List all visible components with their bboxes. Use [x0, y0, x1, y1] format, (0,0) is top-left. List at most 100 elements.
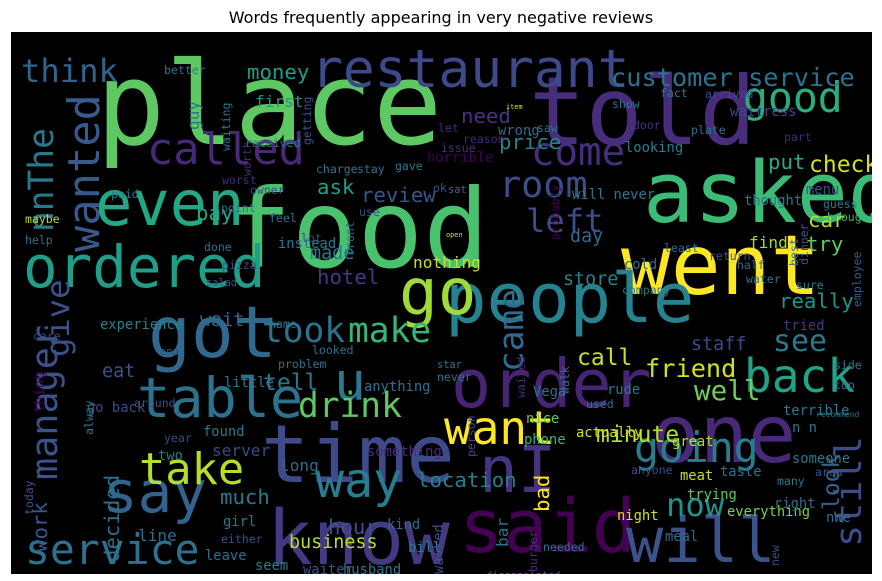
word-long: long: [280, 456, 319, 475]
word-care: care: [33, 329, 61, 343]
word-guess: guess: [823, 197, 858, 211]
word-return: return: [709, 249, 751, 263]
word-end: end: [160, 346, 179, 358]
word-want: want: [444, 401, 555, 455]
word-lot: lot: [301, 231, 322, 245]
word-made: made: [310, 243, 354, 264]
word-burger: burger: [526, 530, 540, 572]
word-go: go: [399, 255, 477, 330]
word-paid: paid: [111, 187, 139, 201]
word-pizza: pizza: [222, 258, 257, 272]
word-charge: charge: [316, 162, 358, 176]
word-two: two: [158, 448, 183, 464]
word-nwe: nWe: [826, 510, 851, 526]
word-point: point: [221, 201, 256, 215]
word-ok: ok: [433, 181, 447, 195]
word-store: store: [563, 269, 618, 290]
word-make: make: [348, 311, 431, 351]
word-use: use: [359, 205, 380, 219]
word-really: really: [779, 289, 854, 313]
word-terrible: terrible: [783, 403, 849, 419]
word-guy: guy: [184, 101, 203, 130]
word-year: year: [164, 431, 192, 445]
word-name: name: [269, 317, 297, 331]
word-wanted: wanted: [59, 94, 110, 252]
word-ask: ask: [317, 175, 355, 199]
word-try: try: [806, 232, 843, 256]
word-problem: problem: [278, 357, 327, 371]
word-put: put: [768, 150, 805, 174]
word-show: show: [612, 97, 640, 111]
word-bad: bad: [530, 475, 554, 512]
word-back: back: [744, 349, 855, 403]
word-location: location: [417, 468, 517, 492]
word-review: review: [361, 183, 436, 207]
word-recommend: recommend: [816, 410, 860, 419]
word-n-n: n n: [792, 420, 817, 436]
word-never: never: [437, 370, 472, 384]
word-around: around: [134, 396, 176, 410]
word-owner: owner: [250, 183, 285, 197]
word-experience: experience: [100, 317, 183, 333]
word-arrived: arrived: [705, 87, 753, 101]
word-first: first: [255, 92, 303, 111]
word-said: said: [459, 485, 636, 570]
word-money: money: [247, 60, 309, 84]
word-horrible: horrible: [427, 150, 493, 166]
word-top: top: [834, 378, 855, 392]
word-will-never: will never: [572, 187, 655, 203]
word-meal: meal: [665, 529, 698, 545]
word-vega: Vega: [533, 384, 566, 400]
word-thing: thing: [32, 371, 48, 413]
word-husband: husband: [343, 562, 401, 574]
word-company: company: [622, 283, 671, 297]
word-come: come: [531, 130, 625, 175]
word-item: item: [506, 103, 523, 111]
word-stay: stay: [357, 162, 385, 176]
word-best: best: [787, 238, 801, 266]
word-manager: manager: [23, 325, 66, 480]
word-eat: eat: [102, 361, 135, 382]
word-actually: actually: [576, 425, 642, 441]
word-order: order: [451, 345, 652, 423]
word-issue: issue: [441, 141, 476, 155]
word-half: half: [737, 258, 765, 272]
word-food: food: [226, 166, 489, 293]
word-table: table: [137, 367, 303, 431]
word-dinner: dinner: [797, 223, 811, 265]
word-say: say: [103, 459, 207, 526]
word-bar: bar: [493, 518, 512, 547]
word-server: server: [212, 441, 270, 460]
word-looking: looking: [625, 140, 683, 156]
word-left: left: [526, 202, 604, 240]
word-taste: taste: [720, 464, 762, 480]
word-walk: walk: [558, 366, 572, 394]
word-restaurant: restaurant: [311, 39, 629, 100]
word-work: work: [28, 502, 52, 552]
word-going: going: [634, 424, 759, 472]
word-bill: bill: [408, 540, 441, 556]
word-customer-service: customer service: [611, 63, 855, 92]
word-sat: sat: [448, 184, 467, 196]
word-girl: girl: [223, 514, 256, 530]
word-ni: nI: [479, 433, 557, 508]
word-worst: worst: [222, 173, 257, 187]
word-minute: minute: [596, 422, 679, 448]
word-now: now: [666, 486, 725, 524]
word-tell: tell: [263, 370, 318, 396]
word-probably: probably: [548, 185, 562, 240]
word-menu: menu: [806, 182, 839, 198]
word-wait: wait: [200, 310, 244, 331]
word-little: little: [224, 375, 274, 391]
word-feel: feel: [269, 211, 297, 225]
word-found: found: [203, 424, 245, 440]
word-nothing: nothing: [413, 253, 481, 272]
word-side: side: [834, 358, 862, 372]
word-let: let: [438, 121, 459, 135]
word-think: think: [21, 52, 118, 90]
word-got: got: [148, 291, 277, 374]
word-cloud-svg: placefoodtoldaskedwenttimeoneknowsaidgot…: [21, 38, 872, 574]
word-today: today: [22, 480, 36, 515]
word-either: either: [221, 532, 263, 546]
word-went: went: [621, 217, 820, 314]
